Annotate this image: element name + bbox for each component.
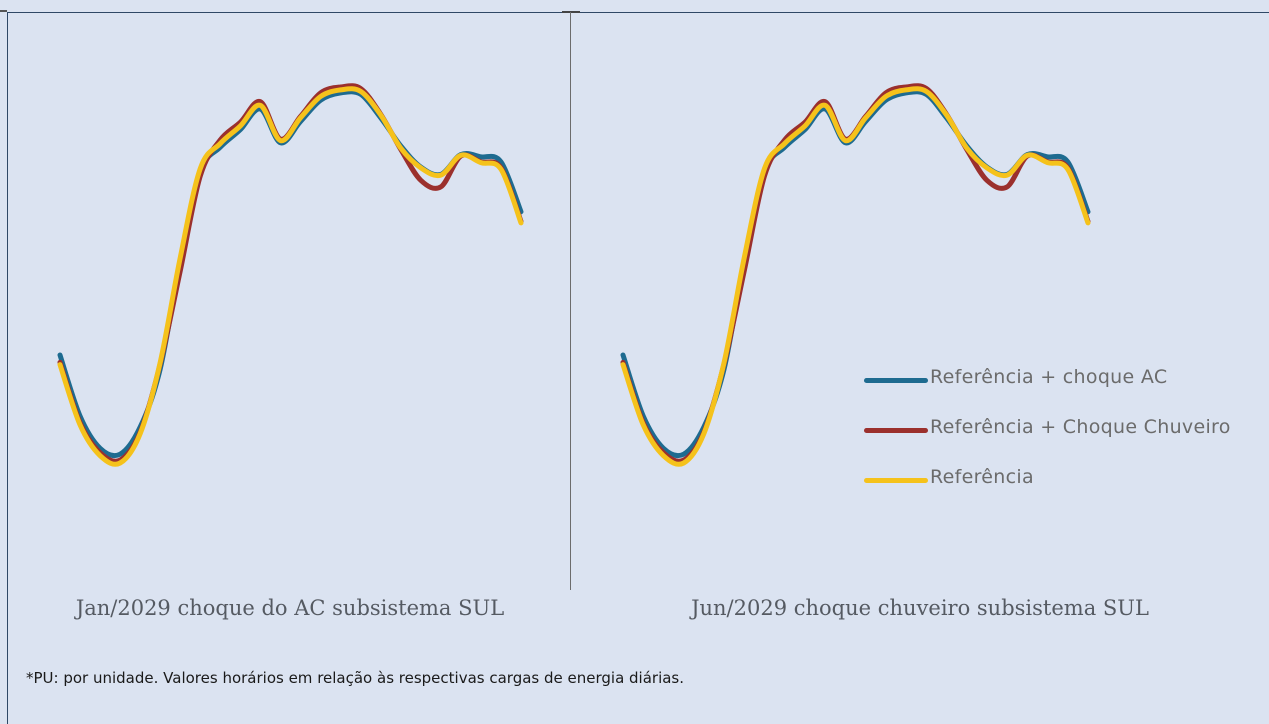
corner-tick xyxy=(0,10,7,12)
series-line-ac-left xyxy=(57,89,524,459)
legend-item-chuveiro: Referência + Choque Chuveiro xyxy=(864,414,1264,444)
legend-swatch-ac xyxy=(864,378,928,383)
legend-label-ac: Referência + choque AC xyxy=(930,366,1168,388)
legend-swatch-referencia xyxy=(864,478,928,483)
series-line-chuveiro-left xyxy=(57,83,524,464)
footnote: *PU: por unidade. Valores horários em re… xyxy=(26,669,685,687)
series-line-chuveiro-right xyxy=(620,83,1091,464)
legend-item-referencia: Referência xyxy=(864,464,1264,494)
legend-label-chuveiro: Referência + Choque Chuveiro xyxy=(930,416,1231,438)
series-line-ac-right xyxy=(620,89,1091,459)
divider-tick xyxy=(562,11,580,13)
legend-swatch-chuveiro xyxy=(864,428,928,433)
panel-divider xyxy=(570,12,571,590)
chart-left xyxy=(57,83,524,467)
legend-item-ac: Referência + choque AC xyxy=(864,364,1264,394)
legend-label-referencia: Referência xyxy=(930,466,1034,488)
caption-left: Jan/2029 choque do AC subsistema SUL xyxy=(75,596,505,620)
chart-right xyxy=(620,83,1091,467)
caption-right: Jun/2029 choque chuveiro subsistema SUL xyxy=(691,596,1149,620)
series-line-referencia-right xyxy=(620,86,1091,467)
table-frame xyxy=(7,12,1269,724)
series-line-referencia-left xyxy=(57,86,524,467)
